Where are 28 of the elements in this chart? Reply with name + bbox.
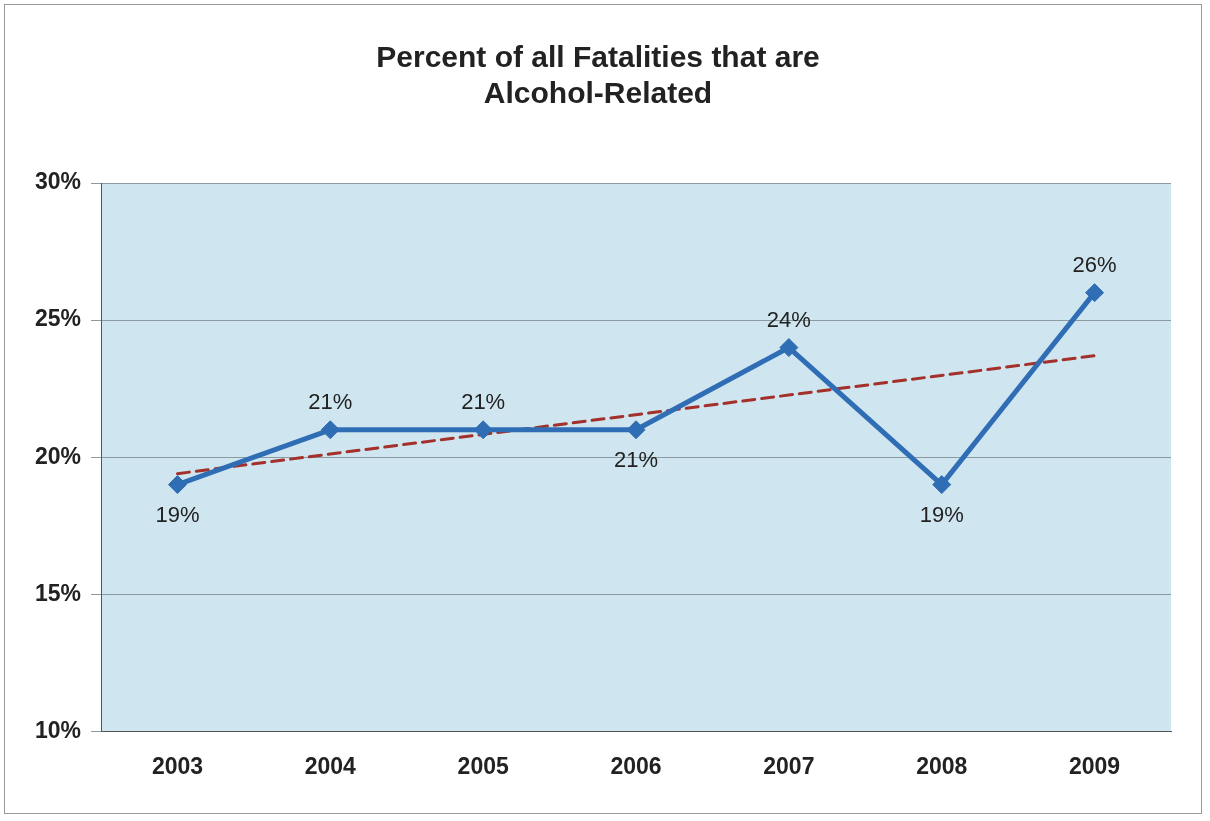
point <box>779 338 799 358</box>
data-label: 21% <box>308 388 353 414</box>
point <box>626 420 646 440</box>
point <box>167 475 187 495</box>
x-tick-label: 2007 <box>763 752 815 779</box>
x-tick-label: 2008 <box>916 752 968 779</box>
text: Percent of all Fatalities that are <box>376 40 820 74</box>
y-tick-label: 30% <box>34 168 82 195</box>
x-tick-label: 2004 <box>304 752 357 779</box>
point <box>320 420 340 440</box>
y-tick-label: 25% <box>34 305 82 332</box>
point <box>1085 283 1105 303</box>
x-tick-label: 2006 <box>610 752 662 779</box>
y-tick-label: 10% <box>34 716 82 743</box>
x-tick-label: 2009 <box>1068 752 1121 779</box>
y-tick-label: 15% <box>34 579 82 606</box>
data-label: 21% <box>461 388 506 414</box>
point <box>932 475 952 495</box>
data-label: 19% <box>155 501 200 527</box>
point <box>473 420 493 440</box>
text: Alcohol-Related <box>483 76 713 110</box>
x-tick-label: 2003 <box>151 752 204 779</box>
y-tick-label: 20% <box>34 442 82 469</box>
data-label: 26% <box>1072 251 1117 277</box>
data-label: 19% <box>919 501 964 527</box>
data-label: 21% <box>613 446 659 472</box>
data-label: 24% <box>766 306 811 332</box>
x-tick-label: 2005 <box>457 752 509 779</box>
